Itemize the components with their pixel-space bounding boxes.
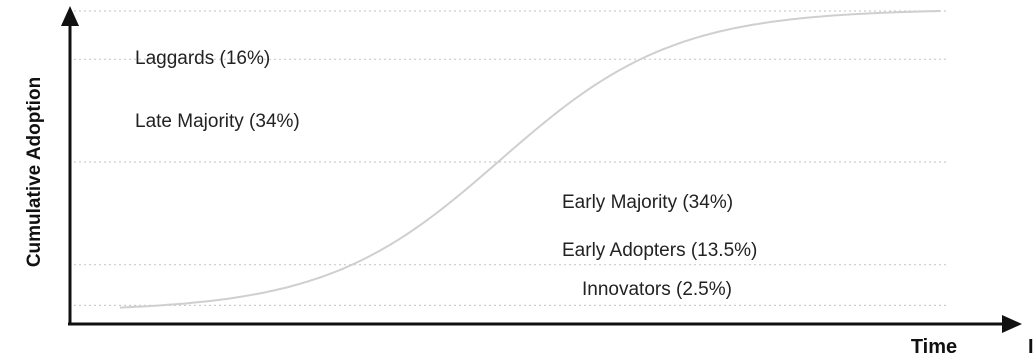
grid-lines: [74, 10, 948, 306]
adoption-curve: [119, 10, 941, 309]
segment-label-early-adopters: Early Adopters (13.5%): [562, 240, 757, 261]
y-axis-title: Cumulative Adoption: [24, 77, 45, 267]
x-axis-stray-mark: I: [1028, 336, 1034, 358]
segment-labels: Laggards (16%) Late Majority (34%) Early…: [135, 48, 757, 300]
y-axis-arrowhead: [61, 6, 79, 26]
x-axis-arrowhead: [1002, 315, 1022, 333]
segment-label-late-majority: Late Majority (34%): [135, 111, 300, 132]
segment-label-innovators: Innovators (2.5%): [582, 279, 732, 300]
x-axis-title: Time: [911, 336, 957, 358]
segment-label-early-majority: Early Majority (34%): [562, 192, 733, 213]
segment-label-laggards: Laggards (16%): [135, 48, 270, 69]
